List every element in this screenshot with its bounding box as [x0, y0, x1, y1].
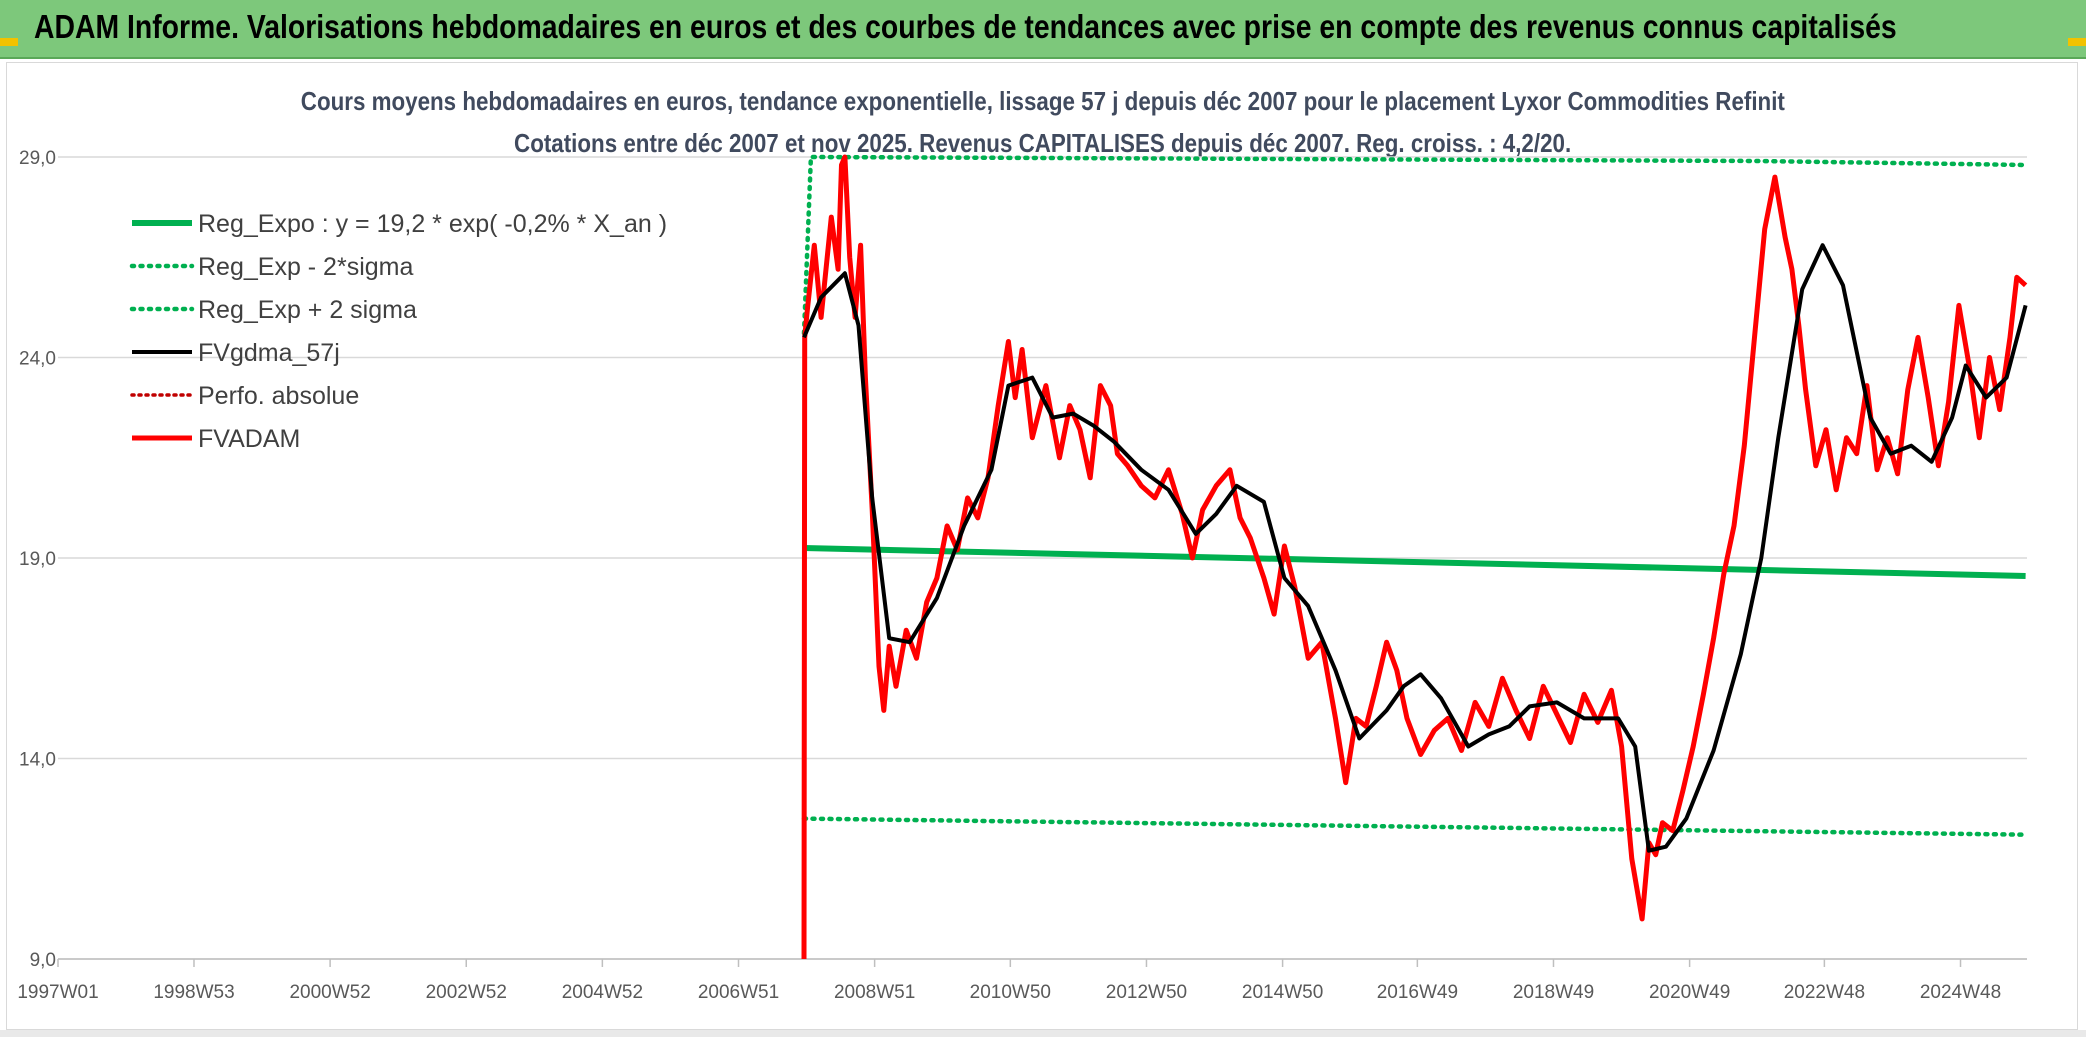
x-tick-label: 1998W53: [153, 982, 234, 1003]
series-line-fvgdma-57j: [802, 243, 2028, 853]
series-line-reg-expo-y-19-2-exp-0-2-x-an: [803, 545, 2026, 579]
x-tick-label: 2008W51: [834, 982, 915, 1003]
x-tick-label: 2016W49: [1377, 982, 1458, 1003]
report-title: ADAM Informe. Valorisations hebdomadaire…: [34, 8, 1897, 45]
corner-marker-left: [0, 38, 18, 46]
series-line-reg-exp-2-sigma: [801, 154, 2028, 336]
legend-label: FVADAM: [198, 425, 300, 453]
x-tick-label: 2018W49: [1513, 982, 1594, 1003]
series-line-reg-exp-2-sigma: [801, 816, 2028, 837]
legend-label: FVgdma_57j: [198, 339, 340, 367]
corner-marker-right: [2068, 38, 2086, 46]
legend-label: Reg_Exp - 2*sigma: [198, 253, 413, 281]
header-banner: ADAM Informe. Valorisations hebdomadaire…: [0, 0, 2086, 59]
x-tick-label: 2020W49: [1649, 982, 1730, 1003]
bottom-strip: [0, 1030, 2086, 1037]
chart-frame: [6, 62, 2078, 1030]
x-tick-label: 2024W48: [1920, 982, 2001, 1003]
y-tick-label: 24,0: [19, 349, 56, 370]
y-tick-label: 14,0: [19, 750, 56, 771]
x-tick-label: 2014W50: [1242, 982, 1323, 1003]
legend-label: Reg_Expo : y = 19,2 * exp( -0,2% * X_an …: [198, 210, 667, 238]
x-tick-label: 2004W52: [562, 982, 643, 1003]
x-tick-label: 1997W01: [17, 982, 98, 1003]
x-tick-label: 2010W50: [970, 982, 1051, 1003]
x-tick-label: 2000W52: [289, 982, 370, 1003]
y-tick-label: 19,0: [19, 549, 56, 570]
y-tick-label: 29,0: [19, 148, 56, 169]
x-tick-label: 2006W51: [698, 982, 779, 1003]
legend-label: Perfo. absolue: [198, 382, 359, 410]
series-line-fvadam: [801, 154, 2028, 960]
x-tick-label: 2002W52: [426, 982, 507, 1003]
x-tick-label: 2022W48: [1784, 982, 1865, 1003]
legend-label: Reg_Exp + 2 sigma: [198, 296, 417, 324]
chart-title: Cours moyens hebdomadaires en euros, ten…: [300, 86, 1786, 116]
chart-subtitle: Cotations entre déc 2007 et nov 2025. Re…: [514, 128, 1572, 158]
x-tick-label: 2012W50: [1106, 982, 1187, 1003]
y-tick-label: 9,0: [30, 950, 56, 971]
